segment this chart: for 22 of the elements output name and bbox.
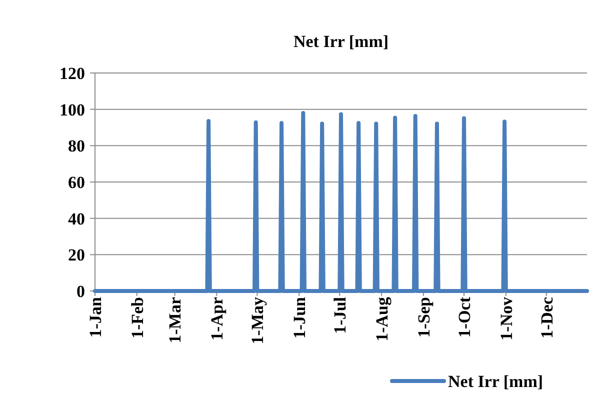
x-tick-label: 1-Apr xyxy=(208,296,227,340)
x-tick-label: 1-Jul xyxy=(330,296,350,334)
y-tick-label: 100 xyxy=(60,100,85,120)
y-tick-label: 80 xyxy=(68,136,85,156)
x-tick-label: 1-Nov xyxy=(496,296,516,340)
x-tick-label: 1-Jan xyxy=(86,296,105,338)
y-tick-label: 120 xyxy=(60,64,85,83)
chart-title: Net Irr [mm] xyxy=(293,32,389,51)
x-tick-label: 1-Mar xyxy=(166,296,185,344)
y-tick-label: 0 xyxy=(76,282,85,301)
x-tick-label: 1-Oct xyxy=(454,296,474,338)
legend-label: Net Irr [mm] xyxy=(448,372,544,391)
line-series xyxy=(93,110,589,293)
x-tick-label: 1-Dec xyxy=(537,296,556,339)
x-tick-label: 1-Aug xyxy=(372,296,392,342)
x-tick-label: 1-Feb xyxy=(128,297,147,339)
y-tick-label: 40 xyxy=(68,209,85,228)
x-tick-label: 1-Jun xyxy=(290,296,310,339)
y-tick-label: 60 xyxy=(68,172,85,192)
y-tick-label: 20 xyxy=(68,246,85,265)
x-tick-label: 1-Sep xyxy=(414,297,434,338)
x-tick-label: 1-May xyxy=(248,296,268,344)
